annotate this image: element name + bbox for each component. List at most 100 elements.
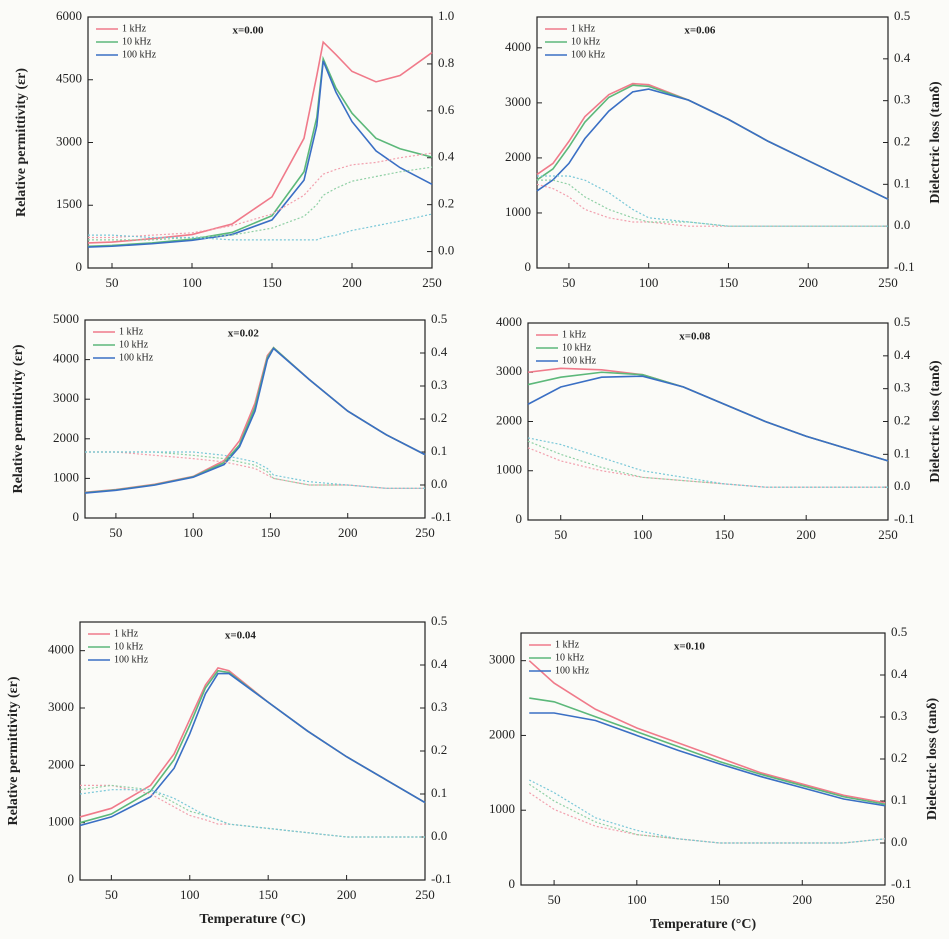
y-tick-label: 2000 — [496, 412, 522, 427]
permittivity-line — [529, 697, 886, 806]
x-tick-label: 50 — [554, 527, 567, 542]
y-tick-label: 0 — [76, 259, 83, 274]
y2-tick-label: -0.1 — [431, 871, 452, 886]
y2-tick-label: 0.4 — [431, 656, 448, 671]
y2-axis-label: Dielectric loss (tanδ) — [928, 360, 943, 483]
y2-tick-label: 0.2 — [431, 410, 447, 425]
y-tick-label: 1000 — [48, 814, 74, 829]
y-tick-label: 3000 — [56, 133, 82, 148]
loss-line — [79, 784, 425, 838]
y2-tick-label: 0.3 — [891, 708, 907, 723]
y-tick-label: 4000 — [48, 642, 74, 657]
y2-axis-label: Dielectric loss (tanδ) — [928, 81, 943, 204]
legend-label: 10 kHz — [122, 36, 152, 47]
loss-line — [537, 179, 888, 227]
loss-line — [537, 175, 888, 227]
y2-tick-label: 0.0 — [431, 476, 447, 491]
y2-tick-label: -0.1 — [891, 876, 912, 891]
permittivity-line — [528, 660, 886, 804]
x-tick-label: 200 — [337, 887, 357, 902]
x-tick-label: 200 — [793, 892, 813, 907]
y2-tick-label: -0.1 — [894, 259, 915, 274]
x-tick-label: 250 — [878, 527, 898, 542]
legend-label: 10 kHz — [555, 652, 585, 663]
legend-label: 10 kHz — [119, 339, 149, 350]
x-tick-label: 250 — [422, 275, 442, 290]
loss-line — [88, 213, 433, 241]
legend-label: 1 kHz — [122, 23, 147, 34]
loss-line — [85, 451, 425, 489]
x-tick-label: 100 — [183, 525, 203, 540]
y2-tick-label: 0.3 — [431, 377, 447, 392]
y2-tick-label: 0.1 — [891, 792, 907, 807]
y-tick-label: 3000 — [53, 390, 79, 405]
y2-tick-label: 0.4 — [894, 50, 911, 65]
y-tick-label: 3000 — [489, 652, 515, 667]
permittivity-line — [529, 712, 886, 807]
legend-label: 1 kHz — [555, 639, 580, 650]
y-tick-label: 6000 — [56, 8, 82, 23]
loss-line — [529, 779, 886, 844]
y-tick-label: 1000 — [505, 204, 531, 219]
panel-annotation: x=0.00 — [232, 25, 264, 37]
y2-tick-label: -0.1 — [894, 511, 915, 526]
loss-line — [80, 784, 425, 838]
legend-label: 10 kHz — [114, 641, 144, 652]
y2-tick-label: 0.0 — [891, 834, 907, 849]
permittivity-line — [527, 371, 889, 462]
loss-line — [88, 166, 433, 241]
permittivity-line — [87, 40, 433, 244]
y2-tick-label: 0.0 — [894, 217, 910, 232]
loss-line — [527, 437, 888, 488]
panel-annotation: x=0.10 — [674, 641, 706, 653]
x-tick-label: 250 — [415, 887, 435, 902]
y2-tick-label: 0.2 — [894, 412, 910, 427]
y-tick-label: 3000 — [496, 363, 522, 378]
permittivity-line — [87, 55, 433, 248]
y2-tick-label: 0.6 — [438, 102, 455, 117]
legend-label: 100 kHz — [122, 49, 157, 60]
legend-label: 1 kHz — [114, 628, 139, 639]
panel-annotation: x=0.04 — [225, 630, 257, 642]
x-tick-label: 250 — [875, 892, 895, 907]
x-tick-label: 50 — [109, 525, 122, 540]
legend-label: 100 kHz — [119, 352, 154, 363]
y2-tick-label: 0.4 — [891, 666, 908, 681]
y2-tick-label: 0.5 — [431, 613, 447, 628]
legend-label: 1 kHz — [119, 326, 144, 337]
y2-tick-label: 0.1 — [894, 175, 910, 190]
x-tick-label: 100 — [180, 887, 200, 902]
x-tick-label: 150 — [261, 525, 281, 540]
y2-tick-label: 0.5 — [891, 624, 907, 639]
permittivity-line — [79, 669, 426, 824]
y-tick-label: 3000 — [48, 699, 74, 714]
legend-label: 1 kHz — [571, 23, 596, 34]
y-tick-label: 1000 — [489, 801, 515, 816]
x-tick-label: 50 — [105, 887, 118, 902]
x-tick-label: 100 — [639, 275, 659, 290]
x-tick-label: 250 — [415, 525, 435, 540]
y-axis-label: Relative permittivity (εr) — [6, 676, 21, 825]
y2-tick-label: 0.5 — [431, 311, 447, 326]
y2-tick-label: 0.4 — [431, 344, 448, 359]
loss-line — [528, 792, 886, 844]
y2-tick-label: 0.2 — [431, 742, 447, 757]
legend-label: 100 kHz — [114, 654, 149, 665]
permittivity-line — [536, 82, 889, 200]
panel-annotation: x=0.08 — [679, 331, 711, 343]
loss-line — [79, 789, 425, 838]
y-tick-label: 2000 — [505, 149, 531, 164]
x-tick-label: 250 — [878, 275, 898, 290]
y2-tick-label: 0.5 — [894, 8, 910, 23]
y-tick-label: 0 — [73, 509, 80, 524]
y-tick-label: 5000 — [53, 311, 79, 326]
y2-tick-label: 0.0 — [431, 828, 447, 843]
y-tick-label: 1000 — [53, 469, 79, 484]
x-tick-label: 200 — [796, 527, 816, 542]
y-tick-label: 0 — [516, 511, 523, 526]
legend-label: 1 kHz — [562, 329, 587, 340]
legend-label: 10 kHz — [571, 36, 601, 47]
y2-tick-label: 0.0 — [438, 243, 454, 258]
y2-tick-label: 0.3 — [894, 380, 910, 395]
x-tick-label: 150 — [258, 887, 278, 902]
